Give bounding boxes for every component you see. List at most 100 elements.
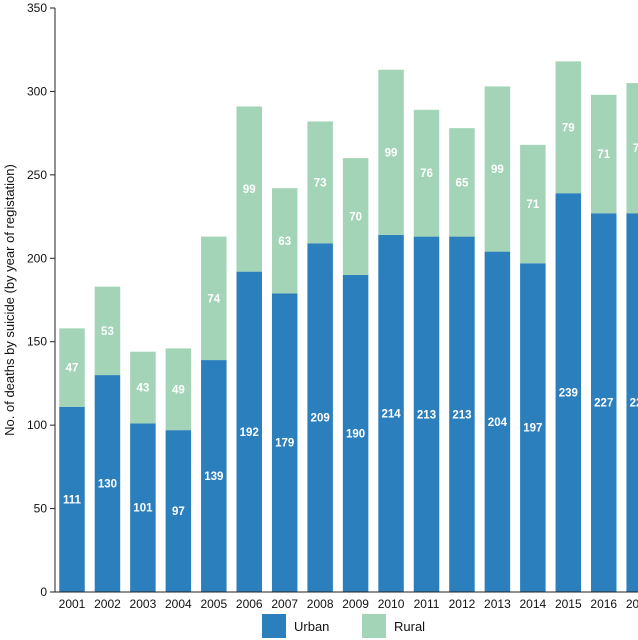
y-tick-label: 250 (27, 168, 47, 182)
bar-rural-2003 (130, 351, 156, 424)
bar-urban-2012 (449, 236, 475, 592)
data-label-urban-2015: 239 (559, 388, 578, 400)
y-axis-label: No. of deaths by suicide (by year of reg… (2, 164, 17, 436)
bar-rural-2005 (201, 236, 227, 361)
data-label-urban-2009: 190 (346, 428, 365, 440)
data-label-rural-2011: 76 (420, 168, 433, 180)
x-tick-label: 2010 (378, 597, 405, 611)
data-label-rural-2012: 65 (456, 177, 469, 189)
data-label-rural-2009: 70 (349, 212, 362, 224)
data-label-rural-2005: 74 (207, 293, 220, 305)
data-label-rural-2002: 53 (101, 326, 114, 338)
data-label-urban-2013: 204 (488, 417, 508, 429)
x-tick-label: 2017 (626, 597, 638, 611)
legend-label-urban: Urban (294, 619, 329, 634)
x-tick-label: 2007 (271, 597, 298, 611)
x-tick-label: 2009 (342, 597, 369, 611)
bar-rural-2011 (413, 109, 440, 237)
bar-rural-2006 (236, 106, 262, 272)
x-tick-label: 2005 (200, 597, 227, 611)
bar-urban-2011 (413, 236, 440, 592)
bar-urban-2010 (378, 234, 404, 592)
x-tick-label: 2014 (519, 597, 546, 611)
bar-rural-2012 (449, 128, 475, 237)
data-label-rural-2008: 73 (314, 177, 327, 189)
x-tick-label: 2002 (94, 597, 121, 611)
bar-rural-2016 (591, 94, 617, 214)
data-label-rural-2010: 99 (385, 147, 398, 159)
x-tick-label: 2001 (59, 597, 86, 611)
bar-rural-2013 (484, 86, 511, 252)
bar-urban-2004 (165, 430, 192, 592)
bar-urban-2008 (307, 243, 333, 593)
data-label-urban-2005: 139 (204, 471, 223, 483)
bar-urban-2002 (94, 375, 121, 592)
bar-rural-2001 (59, 328, 85, 407)
data-label-urban-2017: 227 (630, 398, 638, 410)
legend-swatch-rural (362, 614, 386, 638)
data-label-urban-2001: 111 (63, 494, 82, 506)
x-tick-label: 2016 (590, 597, 617, 611)
bar-rural-2010 (378, 69, 404, 235)
data-label-rural-2007: 63 (278, 236, 291, 248)
data-label-rural-2016: 71 (597, 149, 610, 161)
data-label-urban-2014: 197 (523, 423, 542, 435)
bar-urban-2013 (484, 251, 511, 592)
x-tick-label: 2008 (307, 597, 334, 611)
data-label-rural-2013: 99 (491, 164, 504, 176)
bar-urban-2005 (201, 360, 227, 592)
data-label-rural-2015: 79 (562, 122, 575, 134)
bar-rural-2015 (555, 61, 582, 194)
data-label-urban-2008: 209 (311, 413, 330, 425)
y-tick-label: 50 (34, 502, 48, 516)
x-tick-label: 2015 (555, 597, 582, 611)
bar-rural-2009 (342, 158, 369, 275)
data-label-urban-2007: 179 (275, 438, 294, 450)
data-label-rural-2006: 99 (243, 184, 256, 196)
x-tick-label: 2003 (130, 597, 157, 611)
bar-urban-2003 (130, 423, 156, 592)
bar-urban-2007 (271, 293, 298, 592)
bar-urban-2017 (626, 213, 638, 592)
y-tick-label: 300 (27, 84, 47, 98)
y-tick-label: 0 (40, 585, 47, 599)
x-tick-label: 2013 (484, 597, 511, 611)
data-label-urban-2012: 213 (452, 409, 471, 421)
bar-rural-2008 (307, 121, 333, 244)
bar-urban-2001 (59, 406, 85, 592)
x-tick-label: 2006 (236, 597, 263, 611)
data-label-rural-2017: 78 (633, 143, 638, 155)
bar-rural-2002 (94, 286, 121, 376)
legend-swatch-urban (262, 614, 286, 638)
x-tick-label: 2012 (449, 597, 476, 611)
data-label-rural-2003: 43 (137, 383, 150, 395)
bar-rural-2007 (271, 188, 298, 294)
y-tick-label: 200 (27, 251, 47, 265)
data-label-rural-2001: 47 (66, 363, 79, 375)
legend-label-rural: Rural (394, 619, 425, 634)
bar-urban-2014 (520, 263, 546, 592)
bar-urban-2016 (591, 213, 617, 592)
x-tick-label: 2004 (165, 597, 192, 611)
y-tick-label: 100 (27, 418, 47, 432)
y-tick-label: 150 (27, 335, 47, 349)
bar-rural-2014 (520, 144, 546, 264)
bar-rural-2004 (165, 348, 192, 431)
data-label-urban-2003: 101 (133, 503, 153, 515)
x-axis: 2001 2002 2003 2004 2005 2006 2007 2008 2009 2010… (55, 591, 638, 611)
bar-rural-2017 (626, 83, 638, 214)
data-label-urban-2002: 130 (98, 479, 117, 491)
data-label-rural-2004: 49 (172, 384, 185, 396)
data-label-urban-2011: 213 (417, 409, 436, 421)
bar-urban-2006 (236, 271, 262, 592)
bar-urban-2015 (555, 193, 582, 592)
data-label-urban-2010: 214 (381, 408, 401, 420)
y-tick-label: 350 (27, 1, 47, 15)
x-tick-label: 2011 (414, 597, 440, 611)
data-label-urban-2016: 227 (594, 398, 613, 410)
bar-urban-2009 (342, 274, 369, 592)
y-axis: 0 50 100 150 200 250 300 350 (27, 1, 56, 599)
data-label-urban-2006: 192 (240, 427, 259, 439)
data-label-urban-2004: 97 (172, 506, 185, 518)
